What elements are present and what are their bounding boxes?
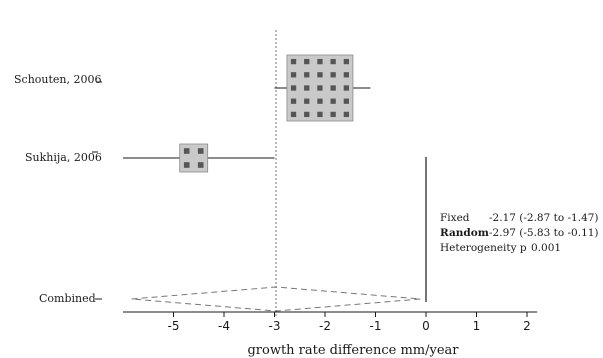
box-texture-schouten — [344, 99, 349, 104]
box-texture-schouten — [317, 72, 322, 77]
random-estimate: -2.97 (-5.83 to -0.11) — [489, 227, 599, 239]
box-texture-schouten — [331, 85, 336, 90]
box-texture-schouten — [317, 112, 322, 117]
study-label-schouten: Schouten, 2006 — [14, 73, 102, 86]
box-texture-schouten — [304, 112, 309, 117]
x-tick-label: 2 — [523, 319, 531, 333]
box-texture-schouten — [317, 99, 322, 104]
box-texture-schouten — [344, 59, 349, 64]
box-texture-schouten — [291, 112, 296, 117]
box-texture-schouten — [344, 112, 349, 117]
x-tick-label: -1 — [370, 319, 382, 333]
study-label-sukhija: Sukhija, 2006 — [25, 151, 102, 164]
fixed-name: Fixed — [440, 212, 470, 224]
x-tick-label: -3 — [269, 319, 281, 333]
box-texture-schouten — [304, 85, 309, 90]
heterogeneity-label: Heterogeneity p — [440, 242, 527, 254]
box-texture-schouten — [291, 59, 296, 64]
combined-label: Combined — [39, 292, 96, 305]
x-tick-label: -4 — [218, 319, 230, 333]
box-texture-schouten — [304, 99, 309, 104]
box-texture-schouten — [331, 112, 336, 117]
box-texture-sukhija — [198, 148, 204, 154]
box-texture-sukhija — [198, 162, 204, 168]
box-texture-sukhija — [184, 162, 190, 168]
box-texture-schouten — [317, 59, 322, 64]
x-tick-label: -5 — [168, 319, 180, 333]
random-name: Random — [440, 227, 489, 239]
fixed-estimate: -2.17 (-2.87 to -1.47) — [489, 212, 599, 224]
box-texture-schouten — [291, 99, 296, 104]
box-texture-schouten — [291, 72, 296, 77]
box-texture-schouten — [344, 72, 349, 77]
box-texture-schouten — [331, 59, 336, 64]
x-tick-label: 0 — [422, 319, 430, 333]
x-tick-label: 1 — [473, 319, 481, 333]
box-texture-schouten — [304, 72, 309, 77]
box-texture-schouten — [304, 59, 309, 64]
x-tick-label: -2 — [319, 319, 331, 333]
box-texture-schouten — [331, 72, 336, 77]
box-texture-schouten — [344, 85, 349, 90]
heterogeneity-value: 0.001 — [531, 242, 561, 254]
box-texture-schouten — [317, 85, 322, 90]
box-texture-sukhija — [184, 148, 190, 154]
box-texture-schouten — [291, 85, 296, 90]
x-axis-label: growth rate difference mm/year — [247, 343, 459, 358]
box-texture-schouten — [331, 99, 336, 104]
